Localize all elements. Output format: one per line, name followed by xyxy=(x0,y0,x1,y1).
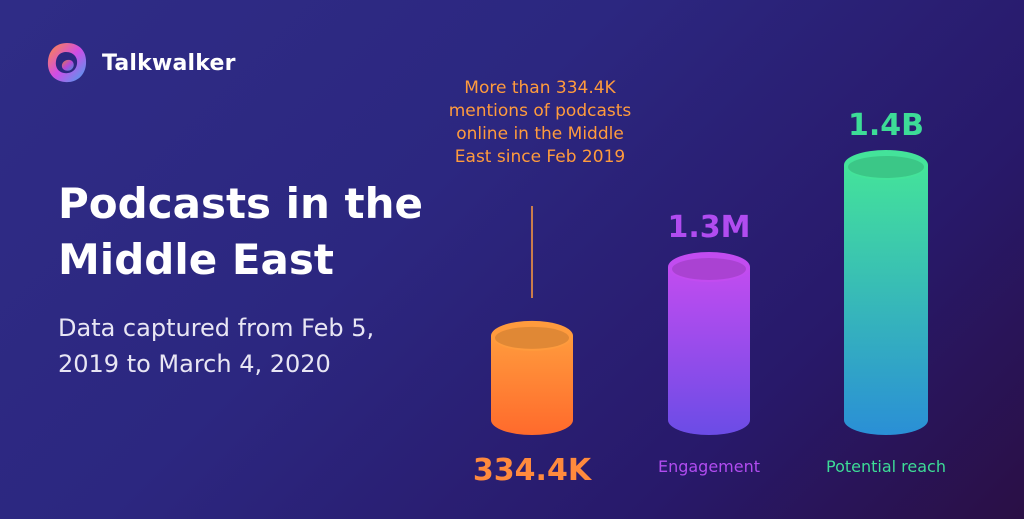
bar-1 xyxy=(668,267,750,435)
bar-top-shade-2 xyxy=(848,156,924,178)
brand-logo: Talkwalker xyxy=(44,40,236,86)
talkwalker-logo-icon xyxy=(47,43,87,83)
bar-top-2 xyxy=(844,150,928,180)
bar-0 xyxy=(491,335,573,435)
category-label-0: 334.4K xyxy=(473,453,593,488)
category-label-1: Engagement xyxy=(658,457,760,476)
bar-top-shade-0 xyxy=(495,326,569,349)
bar-top-shade-1 xyxy=(672,258,746,280)
bar-top-1 xyxy=(668,252,750,282)
bar-top-0 xyxy=(491,320,573,351)
chart-annotation: More than 334.4K mentions of podcasts on… xyxy=(448,78,632,167)
bar-2 xyxy=(844,165,928,435)
page-subtitle: Data captured from Feb 5, 2019 to March … xyxy=(58,314,375,378)
value-label-2: 1.4B xyxy=(848,108,924,143)
brand-name: Talkwalker xyxy=(102,50,236,76)
category-label-2: Potential reach xyxy=(826,457,946,476)
page-title: Podcasts in the Middle East xyxy=(58,179,424,284)
value-label-1: 1.3M xyxy=(668,210,751,245)
